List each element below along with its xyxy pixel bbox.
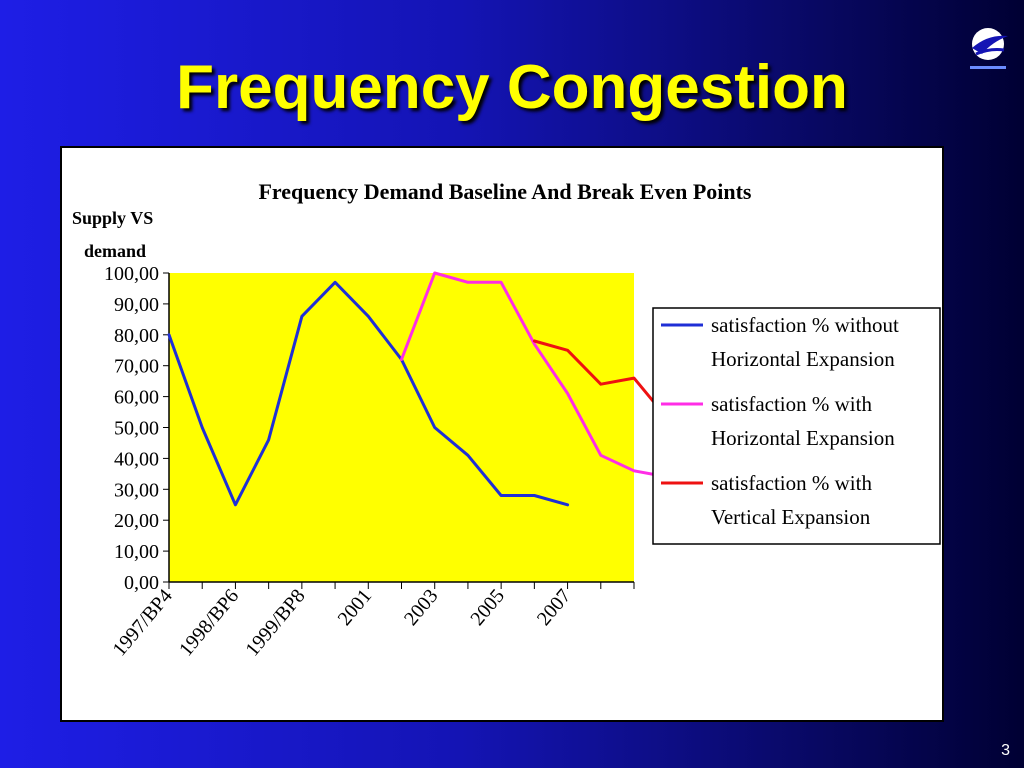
legend-label-1-line2: Horizontal Expansion: [711, 347, 895, 371]
chart-svg: Frequency Demand Baseline And Break Even…: [72, 179, 941, 661]
series-layer: [167, 271, 669, 507]
y-tick-label: 60,00: [114, 387, 159, 409]
y-axis-label-line1: Supply VS: [72, 208, 153, 228]
y-tick-label: 50,00: [114, 418, 159, 440]
legend-label-2-line1: satisfaction % with: [711, 392, 872, 416]
y-tick-label: 20,00: [114, 510, 159, 532]
y-tick-label: 10,00: [114, 541, 159, 563]
x-tick-label: 2003: [400, 585, 443, 630]
slide-title: Frequency Congestion: [176, 53, 848, 122]
legend: satisfaction % without Horizontal Expansi…: [652, 307, 941, 545]
chart-frame: Frequency Demand Baseline And Break Even…: [60, 146, 944, 722]
y-tick-label: 100,00: [104, 263, 159, 285]
x-tick-label: 2001: [334, 585, 377, 630]
x-tick-label: 1998/BP6: [175, 585, 243, 660]
x-tick-label: 2007: [533, 585, 576, 630]
x-tick-label: 2005: [466, 585, 509, 630]
page-number: 3: [1001, 742, 1010, 759]
x-tick-label: 1997/BP4: [109, 585, 177, 660]
chart-title: Frequency Demand Baseline And Break Even…: [258, 179, 751, 204]
y-tick-label: 40,00: [114, 448, 159, 470]
x-tick-label: 1999/BP8: [241, 585, 309, 660]
y-tick-label: 90,00: [114, 294, 159, 316]
y-tick-label: 0,00: [124, 572, 159, 594]
plot-area: [169, 273, 634, 582]
legend-label-2-line2: Horizontal Expansion: [711, 426, 895, 450]
legend-label-1-line1: satisfaction % without: [711, 313, 899, 337]
y-axis-label-line2: demand: [84, 241, 146, 261]
legend-label-3-line1: satisfaction % with: [711, 471, 872, 495]
y-tick-label: 30,00: [114, 479, 159, 501]
legend-box: [652, 307, 941, 545]
y-tick-label: 70,00: [114, 356, 159, 378]
y-tick-label: 80,00: [114, 325, 159, 347]
eurocontrol-logo-icon: [958, 24, 1018, 76]
legend-label-3-line2: Vertical Expansion: [711, 505, 871, 529]
